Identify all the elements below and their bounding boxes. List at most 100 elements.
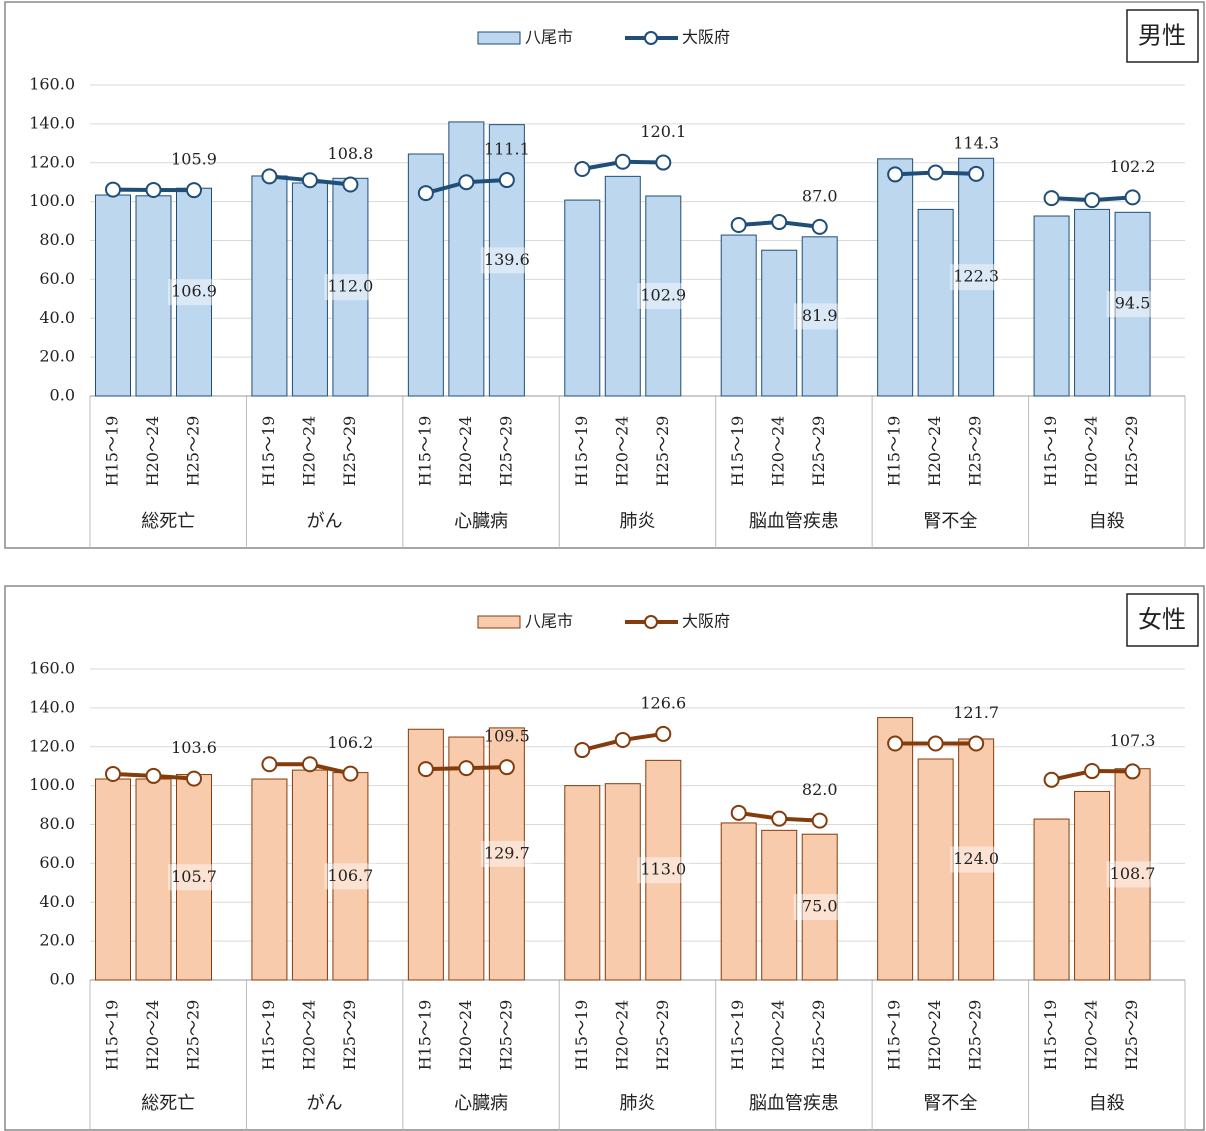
bar <box>1033 215 1070 397</box>
group-label: 心臓病 <box>454 511 508 532</box>
x-tick-label: H15～19 <box>572 1000 591 1071</box>
label-bg <box>480 840 533 867</box>
y-tick-label: 40.0 <box>39 308 75 327</box>
y-tick-label: 120.0 <box>29 736 75 755</box>
bar <box>761 829 798 981</box>
x-tick-label: H20～24 <box>612 416 631 487</box>
x-tick-label: H20～24 <box>1082 416 1101 487</box>
x-tick-label: H15～19 <box>885 1000 904 1071</box>
group-label: 肺炎 <box>620 1093 656 1114</box>
bar <box>1114 211 1151 397</box>
label-bg <box>480 247 533 274</box>
bar <box>801 833 838 981</box>
value-label: 108.8 <box>328 144 374 163</box>
value-label: 106.7 <box>328 866 374 885</box>
y-tick-label: 60.0 <box>39 853 75 872</box>
x-tick-label: H15～19 <box>103 416 122 487</box>
bar <box>95 194 131 397</box>
x-tick-label: H15～19 <box>415 1000 434 1071</box>
bar <box>176 774 212 981</box>
marker <box>145 767 162 784</box>
bar <box>332 772 369 981</box>
panel-label-box <box>1126 593 1199 647</box>
value-label: 126.6 <box>640 693 686 712</box>
label-bg <box>637 282 690 309</box>
label-bg <box>1106 291 1159 318</box>
value-label: 103.6 <box>171 738 217 757</box>
value-label: 105.7 <box>171 867 217 886</box>
x-tick-label: H15～19 <box>728 416 747 487</box>
x-tick-label: H25～29 <box>1122 416 1141 487</box>
value-label: 82.0 <box>802 780 838 799</box>
x-tick-label: H15～19 <box>885 416 904 487</box>
marker <box>968 165 985 182</box>
bar <box>448 121 485 397</box>
bar <box>564 199 601 397</box>
marker <box>927 164 944 181</box>
bar <box>135 195 172 397</box>
x-tick-label: H15～19 <box>572 416 591 487</box>
group-label: 心臓病 <box>454 1093 508 1114</box>
bar <box>877 717 914 981</box>
bar <box>176 187 212 397</box>
x-tick-label: H25～29 <box>496 1000 515 1071</box>
x-tick-label: H25～29 <box>809 416 828 487</box>
y-tick-label: 120.0 <box>29 152 75 171</box>
value-label: 106.9 <box>171 282 217 301</box>
x-tick-label: H25～29 <box>809 1000 828 1071</box>
marker <box>1043 190 1060 207</box>
value-label: 114.3 <box>953 133 999 152</box>
label-bg <box>324 274 377 301</box>
x-tick-label: H15～19 <box>415 416 434 487</box>
bar <box>1033 818 1070 981</box>
x-tick-label: H15～19 <box>1041 1000 1060 1071</box>
value-label: 94.5 <box>1115 294 1151 313</box>
marker <box>145 181 162 198</box>
value-label: 120.1 <box>640 122 686 141</box>
label-bg <box>168 864 220 891</box>
label-bg <box>950 264 1003 291</box>
y-tick-label: 60.0 <box>39 269 75 288</box>
bar <box>958 157 995 397</box>
group-label: がん <box>307 511 343 532</box>
y-tick-label: 160.0 <box>29 659 75 678</box>
x-tick-label: H25～29 <box>184 416 203 487</box>
marker <box>458 174 475 191</box>
marker <box>574 742 591 759</box>
marker <box>614 731 631 748</box>
marker <box>498 172 515 189</box>
marker <box>771 810 788 827</box>
marker <box>927 735 944 752</box>
bar <box>95 778 131 981</box>
marker <box>968 735 985 752</box>
value-label: 81.9 <box>802 306 838 325</box>
value-label: 102.9 <box>640 285 686 304</box>
group-label: がん <box>307 1093 343 1114</box>
label-bg <box>793 303 846 330</box>
group-label: 自殺 <box>1089 1093 1125 1114</box>
x-tick-label: H15～19 <box>259 1000 278 1071</box>
marker <box>887 166 904 183</box>
x-tick-label: H15～19 <box>103 1000 122 1071</box>
x-tick-label: H20～24 <box>143 416 162 487</box>
bar <box>917 758 954 981</box>
bar <box>645 195 682 397</box>
bar <box>720 822 757 981</box>
group-label: 脳血管疾患 <box>749 511 839 532</box>
x-tick-label: H20～24 <box>612 1000 631 1071</box>
value-label: 106.2 <box>328 733 374 752</box>
group-label: 腎不全 <box>923 1093 977 1114</box>
group-label: 肺炎 <box>620 511 656 532</box>
value-label: 129.7 <box>484 843 530 862</box>
value-label: 124.0 <box>953 849 999 868</box>
marker <box>1043 771 1060 788</box>
marker <box>458 760 475 777</box>
x-tick-label: H25～29 <box>1122 1000 1141 1071</box>
value-label: 75.0 <box>802 897 838 916</box>
x-tick-label: H25～29 <box>653 1000 672 1071</box>
marker <box>301 172 318 189</box>
bar <box>291 182 328 397</box>
legend-swatch <box>477 31 521 45</box>
y-tick-label: 140.0 <box>29 113 75 132</box>
